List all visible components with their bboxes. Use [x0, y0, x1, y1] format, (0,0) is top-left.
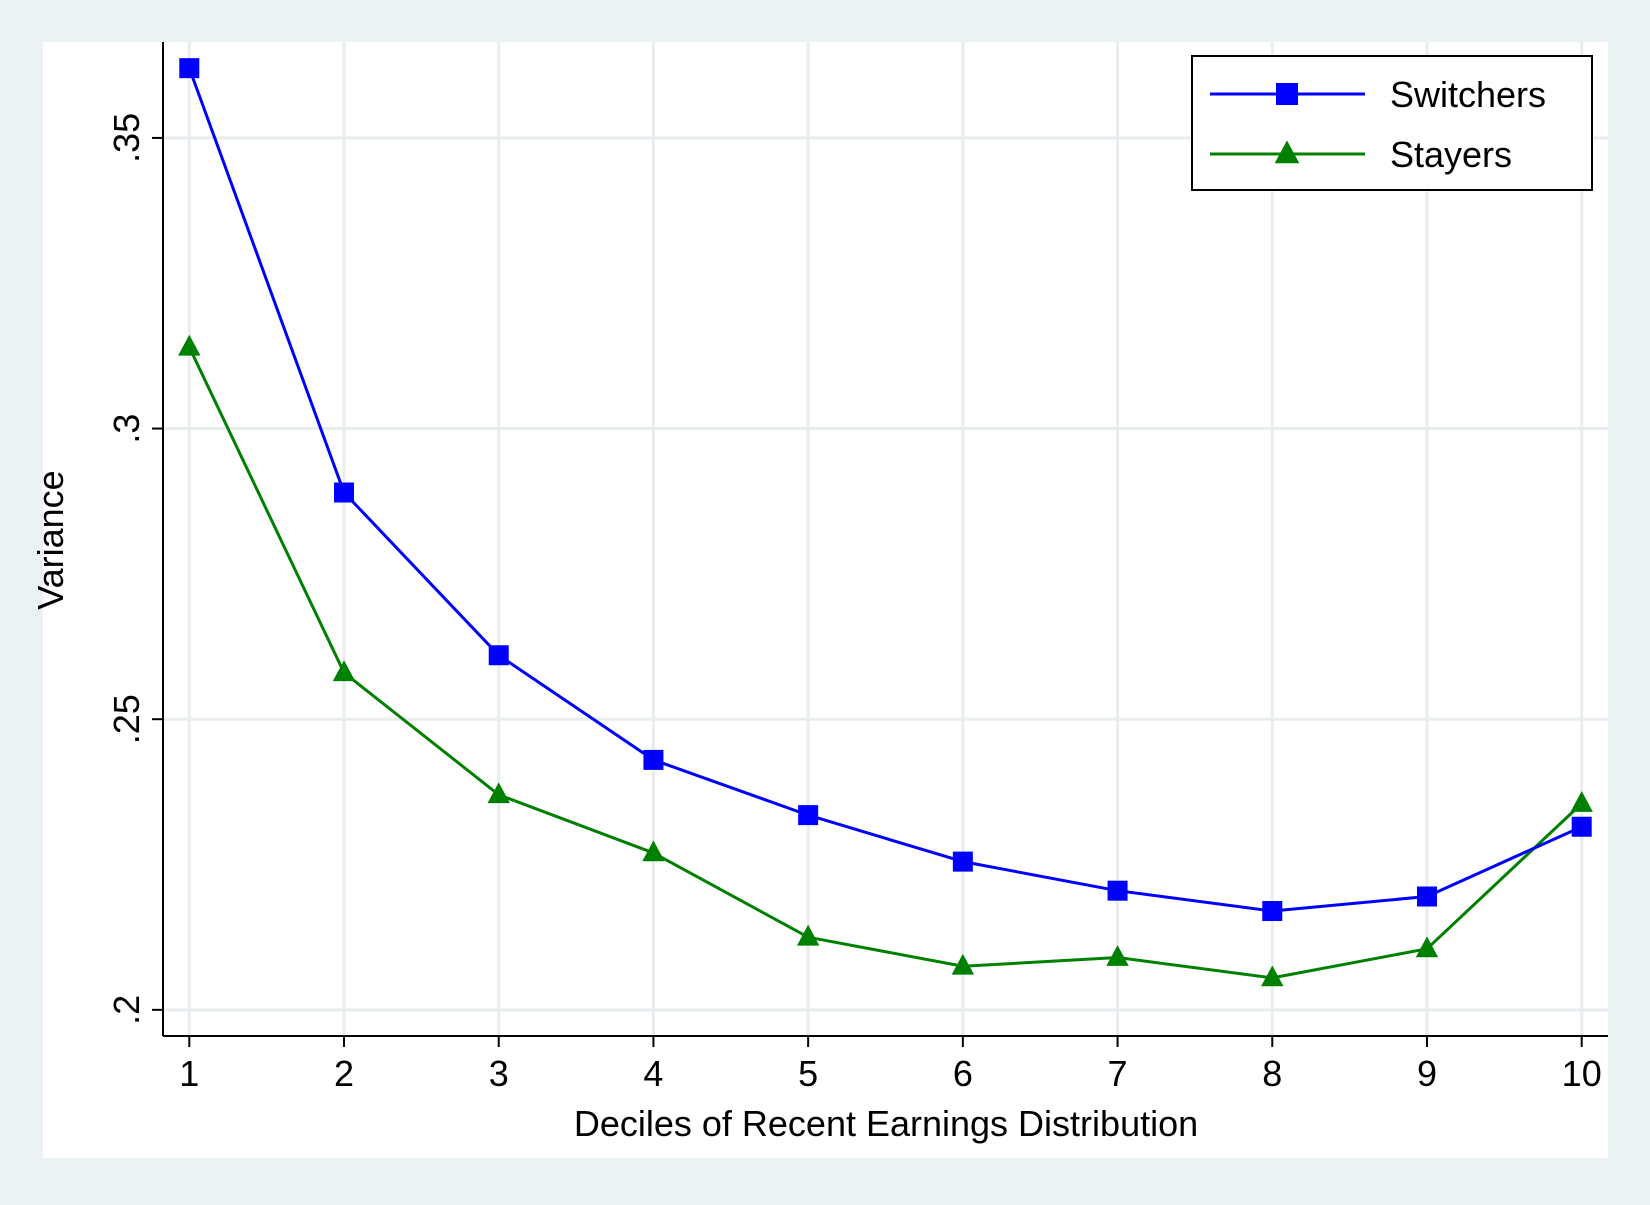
series-line-stayers [187, 346, 1583, 980]
data-point-switchers-1 [179, 58, 200, 79]
data-point-stayers-1 [178, 334, 201, 356]
legend-label-stayers: Stayers [1390, 134, 1512, 175]
data-point-stayers-3 [487, 782, 510, 804]
data-point-switchers-10 [1571, 816, 1592, 837]
x-tick-label: 7 [1108, 1053, 1128, 1094]
y-tick-label: .25 [106, 694, 147, 744]
data-point-switchers-8 [1262, 901, 1283, 922]
data-point-stayers-10 [1570, 791, 1593, 812]
data-point-stayers-2 [332, 660, 356, 682]
x-tick-label: 5 [798, 1053, 818, 1094]
y-tick-label: .2 [106, 995, 147, 1025]
axes-layer: 1 2 3 4 5 6 7 8 9 10 .2 .25 .3 .35 [106, 42, 1608, 1094]
data-point-stayers-7 [1106, 945, 1129, 966]
series-layer [178, 58, 1593, 987]
data-point-stayers-5 [796, 924, 820, 946]
legend-item-stayers: Stayers [1210, 134, 1512, 175]
legend-item-switchers: Switchers [1210, 74, 1546, 115]
data-point-switchers-4 [643, 749, 664, 770]
x-tick-label: 9 [1417, 1053, 1437, 1094]
x-tick-label: 3 [489, 1053, 509, 1094]
series-stayers [178, 334, 1593, 987]
series-switchers [179, 58, 1592, 922]
series-line-switchers [187, 67, 1583, 913]
data-point-stayers-9 [1415, 936, 1439, 958]
data-point-stayers-8 [1261, 965, 1284, 987]
x-tick-label: 8 [1262, 1053, 1282, 1094]
data-point-switchers-7 [1107, 880, 1128, 901]
legend-marker-switchers [1276, 83, 1298, 105]
y-axis-title: Variance [30, 470, 71, 609]
data-point-switchers-6 [952, 851, 973, 872]
legend-box [1191, 55, 1593, 191]
x-tick-label: 1 [179, 1053, 199, 1094]
plot-region-background [43, 42, 1608, 1158]
x-tick-label: 10 [1562, 1053, 1602, 1094]
data-point-switchers-2 [334, 482, 355, 503]
legend-marker-stayers [1274, 140, 1300, 164]
x-tick-label: 6 [953, 1053, 973, 1094]
data-point-stayers-6 [951, 953, 975, 975]
data-point-switchers-3 [488, 645, 509, 666]
y-tick-label: .3 [106, 414, 147, 444]
y-tick-label: .35 [106, 113, 147, 163]
data-point-stayers-4 [642, 840, 665, 862]
legend: Switchers Stayers [1191, 55, 1593, 191]
data-point-switchers-9 [1416, 886, 1437, 907]
legend-label-switchers: Switchers [1390, 74, 1546, 115]
data-point-switchers-5 [798, 805, 819, 826]
x-tick-label: 4 [643, 1053, 663, 1094]
x-axis-title: Deciles of Recent Earnings Distribution [574, 1103, 1198, 1144]
grid-layer [163, 42, 1608, 1036]
x-tick-label: 2 [334, 1053, 354, 1094]
